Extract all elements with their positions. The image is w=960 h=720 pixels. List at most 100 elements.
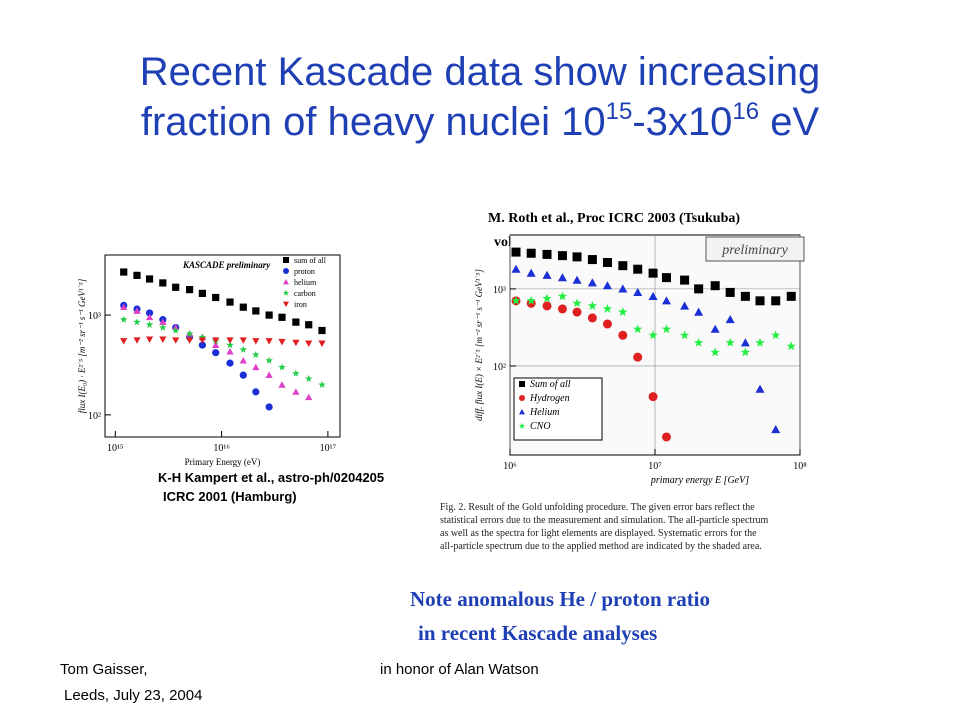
marker	[292, 339, 300, 347]
caption-line: statistical errors due to the measuremen…	[440, 515, 769, 526]
marker	[519, 395, 525, 401]
x-tick-label: 10¹⁶	[213, 443, 230, 454]
marker	[265, 371, 273, 379]
y-tick-label: 10³	[493, 285, 506, 296]
title-text: fraction of heavy nuclei 10	[141, 100, 606, 144]
marker	[648, 392, 658, 402]
marker	[265, 338, 273, 345]
marker	[572, 275, 582, 284]
marker	[710, 347, 720, 357]
marker	[278, 381, 286, 388]
marker	[252, 388, 260, 396]
marker	[185, 286, 194, 294]
y-tick-label: 10²	[88, 411, 101, 422]
marker	[239, 345, 248, 353]
y-tick-label: 10³	[88, 311, 101, 322]
marker	[212, 337, 220, 344]
marker	[648, 268, 658, 278]
marker	[771, 330, 781, 340]
marker	[226, 298, 234, 306]
marker	[633, 352, 643, 362]
title-text: eV	[759, 100, 819, 144]
footer: in honor of Alan Watson	[380, 661, 539, 678]
marker	[661, 324, 672, 334]
marker	[542, 249, 552, 259]
marker	[661, 273, 671, 283]
y-axis-label: flux I(E₀) · E²˙⁵ [m⁻² sr⁻¹ s⁻¹ GeV¹˙⁵]	[77, 278, 87, 413]
x-axis-label: primary energy E [GeV]	[650, 475, 749, 486]
marker	[661, 432, 671, 442]
y-tick-label: 10²	[493, 362, 506, 373]
marker	[145, 336, 154, 344]
x-tick-label: 10¹⁷	[320, 443, 337, 454]
marker	[283, 301, 289, 307]
marker	[725, 287, 735, 297]
marker	[239, 371, 247, 379]
marker	[557, 291, 568, 301]
legend-box	[513, 377, 603, 441]
marker	[710, 281, 720, 291]
marker	[526, 295, 536, 305]
marker	[278, 363, 286, 371]
marker	[633, 264, 643, 274]
marker	[120, 303, 128, 311]
marker	[198, 333, 207, 341]
marker	[185, 337, 194, 344]
marker	[511, 264, 521, 273]
marker	[786, 341, 796, 351]
marker	[171, 326, 180, 334]
marker	[283, 257, 289, 263]
marker	[145, 309, 154, 317]
marker	[587, 313, 597, 323]
marker	[680, 275, 690, 285]
title-sup: 15	[606, 98, 633, 125]
marker	[145, 320, 154, 328]
x-tick-label: 10⁶	[503, 461, 517, 472]
marker	[283, 279, 289, 285]
marker	[198, 337, 207, 344]
title-line: Recent Kascade data show increasing	[140, 50, 820, 94]
x-tick-label: 10⁸	[793, 461, 807, 472]
marker	[198, 341, 207, 349]
marker	[618, 261, 628, 271]
citation: K-H Kampert et al., astro-ph/0204205	[158, 470, 384, 485]
marker	[572, 307, 582, 317]
marker	[755, 296, 765, 306]
caption-line: as well as the spectra for light element…	[440, 528, 757, 539]
marker	[602, 257, 612, 267]
note: in recent Kascade analyses	[418, 621, 657, 645]
marker	[511, 295, 521, 305]
caption-line: all-particle spectrum due to the applied…	[440, 541, 762, 552]
marker	[159, 336, 167, 344]
marker	[648, 291, 658, 300]
marker	[145, 275, 154, 283]
annotation: preliminary	[721, 243, 788, 258]
marker	[618, 307, 628, 317]
marker	[518, 422, 526, 429]
marker	[133, 271, 141, 279]
x-tick-label: 10⁷	[648, 461, 662, 472]
marker	[661, 296, 671, 305]
marker	[694, 307, 704, 316]
title-text: -3x10	[632, 100, 732, 144]
marker	[133, 307, 141, 314]
marker	[278, 313, 286, 321]
marker	[292, 369, 300, 377]
marker	[133, 337, 141, 344]
marker	[283, 268, 289, 274]
marker	[212, 341, 220, 348]
marker	[519, 409, 525, 415]
marker	[572, 252, 582, 262]
y-axis-label: diff. flux I(E) × E²˙⁵ [m⁻² sr⁻¹ s⁻¹ GeV…	[474, 269, 484, 421]
x-axis-label: Primary Energy (eV)	[185, 457, 261, 467]
legend-label: Helium	[529, 407, 559, 418]
marker	[159, 323, 167, 331]
marker	[618, 284, 628, 293]
footer: Leeds, July 23, 2004	[64, 687, 202, 704]
marker	[602, 281, 612, 290]
marker	[172, 283, 180, 291]
marker	[557, 251, 567, 261]
footer: Tom Gaisser,	[60, 661, 148, 678]
citation: ICRC 2001 (Hamburg)	[163, 489, 297, 504]
marker	[252, 338, 260, 345]
